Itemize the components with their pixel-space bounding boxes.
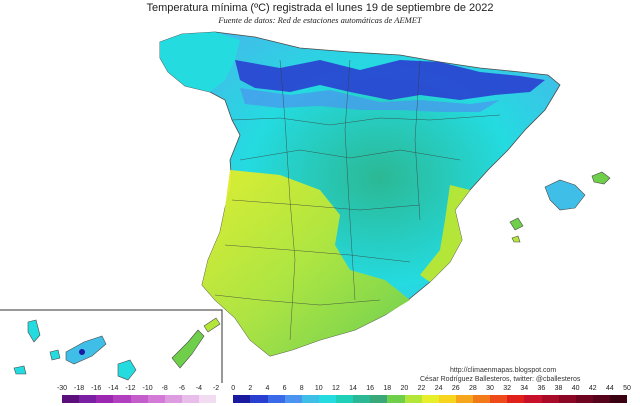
legend-tick-labels: -30 -18 -16 -14 -12 -10 -8 -6 -4 -2 0 2 4 6 8 10 12 14 16 1… — [0, 385, 640, 395]
legend-tick-label: 18 — [383, 385, 392, 392]
legend-swatch — [216, 395, 234, 403]
legend-swatch — [575, 395, 593, 403]
province-borders — [214, 59, 501, 341]
credit-author: César Rodríguez Ballesteros, twitter: @c… — [420, 376, 581, 383]
legend-swatch — [130, 395, 148, 403]
legend-tick-label: 14 — [349, 385, 357, 392]
legend-swatch — [473, 395, 491, 403]
legend-swatch — [164, 395, 182, 403]
legend-tick-label: 30 — [486, 385, 494, 392]
map-subtitle: Fuente de datos: Red de estaciones autom… — [218, 15, 422, 25]
legend-tick-label: -18 — [74, 385, 85, 392]
legend-tick-label: 34 — [520, 385, 529, 392]
southwest-warm — [202, 170, 410, 356]
legend-swatch — [507, 395, 525, 403]
legend-swatch — [147, 395, 165, 403]
legend-swatch — [370, 395, 388, 403]
north-cool-band — [240, 88, 500, 112]
formentera — [511, 235, 521, 243]
legend-swatch — [233, 395, 251, 403]
legend-tick-label: 26 — [451, 385, 460, 392]
legend-swatch — [438, 395, 456, 403]
credit-url: http://climaenmapas.blogspot.com — [450, 367, 557, 374]
legend-swatch — [284, 395, 302, 403]
legend-swatch — [318, 395, 336, 403]
temperature-legend-bar — [62, 395, 628, 403]
menorca — [591, 171, 611, 185]
legend-tick-label: 6 — [282, 385, 287, 392]
legend-tick-label: 22 — [417, 385, 426, 392]
legend-swatch — [610, 395, 628, 403]
legend-swatch — [592, 395, 610, 403]
legend-tick-label: 36 — [537, 385, 546, 392]
legend-tick-label: 12 — [332, 385, 340, 392]
legend-tick-label: 44 — [605, 385, 614, 392]
legend-swatch — [301, 395, 319, 403]
legend-swatch — [353, 395, 371, 403]
legend-tick-label: 2 — [248, 385, 253, 392]
la-palma — [27, 319, 41, 343]
legend-tick-label: -10 — [142, 385, 153, 392]
canarias-frame — [0, 309, 223, 383]
gran-canaria — [117, 359, 137, 381]
legend-tick-label: 4 — [265, 385, 270, 392]
legend-tick-label: -16 — [91, 385, 102, 392]
legend-tick-label: 8 — [299, 385, 304, 392]
lanzarote — [203, 317, 221, 333]
legend-tick-label: 28 — [469, 385, 477, 392]
legend-swatch — [199, 395, 217, 403]
legend-tick-label: -30 — [56, 385, 68, 392]
legend-swatch — [490, 395, 508, 403]
legend-tick-label: -8 — [161, 385, 168, 392]
legend-tick-label: 40 — [571, 385, 580, 392]
teide-cold-spot — [79, 349, 85, 355]
legend-swatch — [113, 395, 131, 403]
legend-tick-label: 42 — [588, 385, 597, 392]
legend-swatch — [404, 395, 422, 403]
legend-tick-label: -12 — [125, 385, 136, 392]
legend-tick-label: 24 — [434, 385, 443, 392]
legend-tick-label: 0 — [231, 385, 236, 392]
legend-swatch — [558, 395, 576, 403]
legend-tick-label: 32 — [503, 385, 512, 392]
legend-tick-label: 20 — [400, 385, 409, 392]
east-coast-warm — [420, 185, 470, 282]
legend-swatch — [524, 395, 542, 403]
legend-swatch — [421, 395, 439, 403]
legend-tick-label: 16 — [366, 385, 375, 392]
tenerife — [65, 335, 107, 365]
legend-swatch — [181, 395, 199, 403]
northwest-cyan — [160, 32, 240, 92]
legend-tick-label: -4 — [195, 385, 203, 392]
la-gomera — [49, 349, 61, 361]
ibiza — [509, 217, 524, 231]
legend-tick-label: -14 — [108, 385, 119, 392]
mallorca — [544, 179, 586, 211]
legend-tick-label: 38 — [554, 385, 563, 392]
legend-tick-label: -2 — [212, 385, 220, 392]
legend-swatch — [336, 395, 354, 403]
el-hierro — [13, 365, 27, 375]
legend-tick-label: 50 — [623, 385, 631, 392]
legend-swatch — [455, 395, 473, 403]
legend-swatch — [62, 395, 80, 403]
legend-swatch — [267, 395, 285, 403]
legend-swatch — [96, 395, 114, 403]
map-title: Temperatura mínima (ºC) registrada el lu… — [146, 2, 494, 14]
fuerteventura — [171, 329, 205, 369]
legend-tick-label: 10 — [314, 385, 323, 392]
legend-swatch — [250, 395, 268, 403]
legend-swatch — [79, 395, 97, 403]
legend-tick-label: -6 — [178, 385, 185, 392]
legend-swatch — [387, 395, 405, 403]
north-cold-band — [235, 60, 545, 100]
legend-swatch — [541, 395, 559, 403]
